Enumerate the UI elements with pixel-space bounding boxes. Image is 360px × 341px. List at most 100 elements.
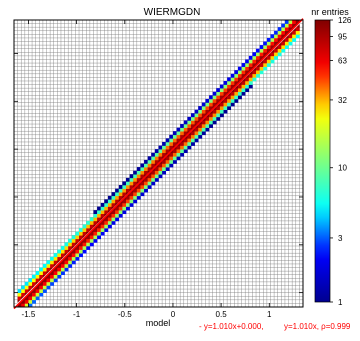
density-cell <box>274 48 279 53</box>
density-cell <box>292 37 297 42</box>
density-cell <box>158 167 163 171</box>
density-cell <box>288 20 293 24</box>
density-cell <box>60 260 65 265</box>
density-cell <box>227 80 232 85</box>
x-tick-label: 1 <box>267 310 272 319</box>
density-cell <box>82 224 87 229</box>
density-cell <box>198 113 203 118</box>
density-cell <box>227 84 232 89</box>
density-cell <box>176 156 181 161</box>
density-cell <box>75 235 80 240</box>
density-cell <box>165 141 170 146</box>
density-cell <box>194 131 199 136</box>
density-cell <box>172 131 177 136</box>
density-cell <box>89 220 94 225</box>
density-cell <box>140 185 145 189</box>
density-cell <box>288 27 293 32</box>
density-cell <box>79 231 83 236</box>
density-cell <box>256 52 260 57</box>
density-cell <box>82 246 87 250</box>
density-cell <box>284 45 289 49</box>
density-cell <box>223 106 228 110</box>
fit-legend-label: y=1.010x, ρ=0.999 <box>284 322 351 331</box>
x-axis-label: model <box>146 318 171 328</box>
density-cell <box>252 59 257 64</box>
density-cell <box>97 213 101 218</box>
density-cell <box>129 185 134 189</box>
density-cell <box>277 48 282 53</box>
density-cell <box>50 278 55 283</box>
density-cell <box>180 152 185 157</box>
density-cell <box>252 70 257 75</box>
density-cell <box>122 199 127 204</box>
density-cell <box>248 55 253 60</box>
density-cell <box>216 106 221 110</box>
density-cell <box>270 59 275 64</box>
density-cell <box>57 249 62 254</box>
density-cell <box>35 292 40 297</box>
colorbar-tick-label: 63 <box>338 56 347 65</box>
density-cell <box>111 192 116 197</box>
density-cell <box>183 149 188 154</box>
density-cell <box>169 134 174 139</box>
density-cell <box>125 188 130 193</box>
density-cell <box>133 177 138 182</box>
density-cell <box>270 45 275 49</box>
density-cell <box>263 45 268 49</box>
density-cell <box>46 278 51 283</box>
density-cell <box>129 195 134 200</box>
density-cell <box>259 55 264 60</box>
density-cell <box>21 299 26 304</box>
density-cell <box>191 141 195 146</box>
density-cell <box>245 88 250 93</box>
density-cell <box>209 98 213 103</box>
density-cell <box>162 163 167 168</box>
density-cell <box>259 70 264 75</box>
density-cell <box>259 48 264 53</box>
density-cell <box>212 120 217 125</box>
density-cell <box>118 213 123 218</box>
density-cell <box>205 109 210 114</box>
density-cell <box>24 285 29 290</box>
density-cell <box>97 228 101 232</box>
density-cell <box>86 220 91 225</box>
density-cell <box>176 145 181 150</box>
density-cell <box>39 271 44 276</box>
density-cell <box>75 238 80 243</box>
density-cell <box>274 52 279 57</box>
density-cell <box>230 95 235 100</box>
density-cell <box>201 102 206 107</box>
density-cell <box>140 192 145 197</box>
density-cell <box>129 174 134 179</box>
fit-lines <box>13 18 304 310</box>
density-cell <box>216 91 221 96</box>
density-cell <box>176 149 181 154</box>
density-cell <box>147 163 152 168</box>
density-cell <box>281 41 286 46</box>
density-cell <box>256 73 260 78</box>
density-cell <box>180 131 185 136</box>
density-cell <box>64 242 69 247</box>
density-cell <box>205 116 210 121</box>
density-cell <box>187 120 192 125</box>
density-cell <box>104 206 109 211</box>
density-cell <box>118 188 123 193</box>
density-cell <box>176 134 181 139</box>
density-cell <box>165 156 170 161</box>
density-cell <box>111 210 116 215</box>
density-cell <box>122 206 127 211</box>
density-cell <box>129 192 134 197</box>
density-cell <box>17 289 22 293</box>
density-cell <box>198 134 203 139</box>
x-tick-label: -1 <box>73 310 81 319</box>
density-cell <box>165 149 170 154</box>
density-cell <box>147 181 152 186</box>
density-cell <box>60 267 65 272</box>
density-cell <box>194 113 199 118</box>
density-cell <box>24 281 29 286</box>
density-cell <box>281 45 286 49</box>
density-cell <box>205 102 210 107</box>
density-cell <box>111 199 116 204</box>
density-cell <box>107 206 112 211</box>
density-cell <box>89 217 94 222</box>
